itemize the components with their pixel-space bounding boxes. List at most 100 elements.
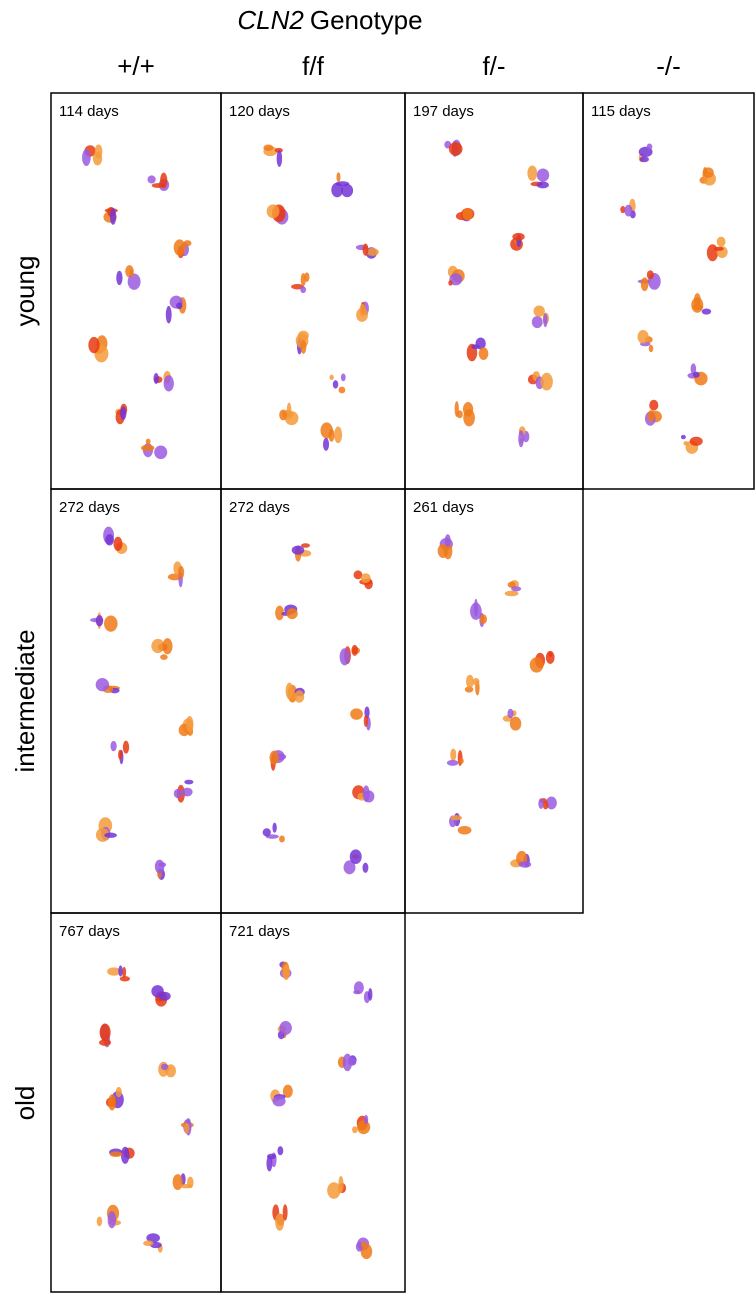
row-label: old (10, 1086, 40, 1121)
age-label: 272 days (59, 499, 120, 516)
gene-name: CLN2 (237, 5, 304, 35)
footprint (105, 534, 114, 546)
footprints (90, 526, 194, 880)
footprint (272, 1095, 286, 1107)
footprint (353, 570, 363, 580)
footprint (161, 1063, 169, 1071)
footprint (286, 608, 298, 620)
footprint (300, 286, 307, 294)
footprint (180, 1183, 193, 1189)
footprint (320, 422, 333, 439)
footprint (300, 339, 307, 354)
footprint (343, 860, 356, 875)
footprint (450, 748, 457, 761)
footprint (620, 206, 626, 214)
footprints (263, 144, 379, 451)
footprint (507, 581, 516, 588)
footprint (165, 305, 172, 324)
footprint (279, 835, 285, 843)
footprint (269, 750, 279, 765)
footprint (713, 246, 724, 251)
footprint (529, 657, 544, 673)
column-label: -/- (656, 51, 681, 81)
footprint (322, 437, 330, 451)
panel (404, 488, 584, 914)
footprint (647, 410, 656, 422)
footprint (96, 1216, 103, 1227)
footprint (184, 779, 194, 785)
footprint (300, 273, 306, 286)
footprint (275, 1213, 285, 1231)
footprint (151, 183, 165, 188)
age-label: 721 days (229, 923, 290, 940)
footprint (291, 545, 305, 555)
footprint (446, 759, 459, 766)
footprint (646, 143, 653, 151)
footprint (703, 167, 714, 178)
footprint (360, 1241, 367, 1248)
footprint (104, 615, 118, 632)
footprint (342, 1053, 353, 1072)
row-label: intermediate (10, 629, 40, 772)
footprint (701, 308, 712, 315)
footprint (276, 149, 283, 167)
panel (50, 92, 222, 490)
footprint (282, 964, 290, 981)
footprint (282, 1204, 288, 1221)
footprint (167, 573, 182, 581)
footprint (104, 832, 117, 838)
footprints (262, 543, 375, 875)
footprint (536, 181, 549, 189)
footprint (183, 240, 192, 247)
footprint (462, 208, 473, 221)
footprint (275, 605, 285, 621)
footprint (334, 426, 343, 444)
footprint (158, 862, 167, 868)
footprint (716, 236, 726, 247)
footprints (96, 965, 194, 1253)
footprint (282, 1084, 293, 1098)
footprint (706, 244, 719, 262)
footprint (336, 172, 341, 182)
footprint (680, 434, 686, 440)
panel (220, 912, 406, 1293)
footprint (363, 1114, 369, 1125)
footprint (337, 1186, 343, 1194)
footprint (540, 372, 553, 391)
footprint (351, 644, 358, 656)
footprint (507, 708, 514, 719)
footprint (153, 373, 159, 384)
footprint (120, 1146, 130, 1164)
footprint (176, 302, 183, 310)
footprint (95, 615, 104, 627)
footprint (116, 270, 123, 286)
footprint (120, 406, 127, 420)
footprint (339, 648, 350, 666)
footprint (99, 1039, 112, 1046)
footprint (649, 399, 659, 411)
footprint (95, 828, 110, 842)
footprint (162, 638, 173, 655)
footprint (465, 674, 474, 689)
age-label: 272 days (229, 499, 290, 516)
footprint (331, 182, 344, 198)
footprint (363, 715, 368, 727)
footprint (690, 363, 697, 375)
footprint (478, 347, 489, 360)
footprint (266, 1155, 273, 1172)
footprint (262, 828, 271, 837)
footprints (437, 534, 557, 868)
footprint (279, 409, 288, 421)
footprint (471, 344, 480, 350)
footprint (362, 243, 369, 256)
footprint (332, 380, 339, 389)
footprint (94, 144, 103, 159)
footprint (360, 1243, 373, 1260)
footprints (82, 144, 192, 460)
footprint (301, 543, 310, 548)
footprint (129, 269, 134, 277)
footprint (272, 822, 277, 833)
footprint (548, 651, 553, 657)
footprint (473, 598, 478, 617)
